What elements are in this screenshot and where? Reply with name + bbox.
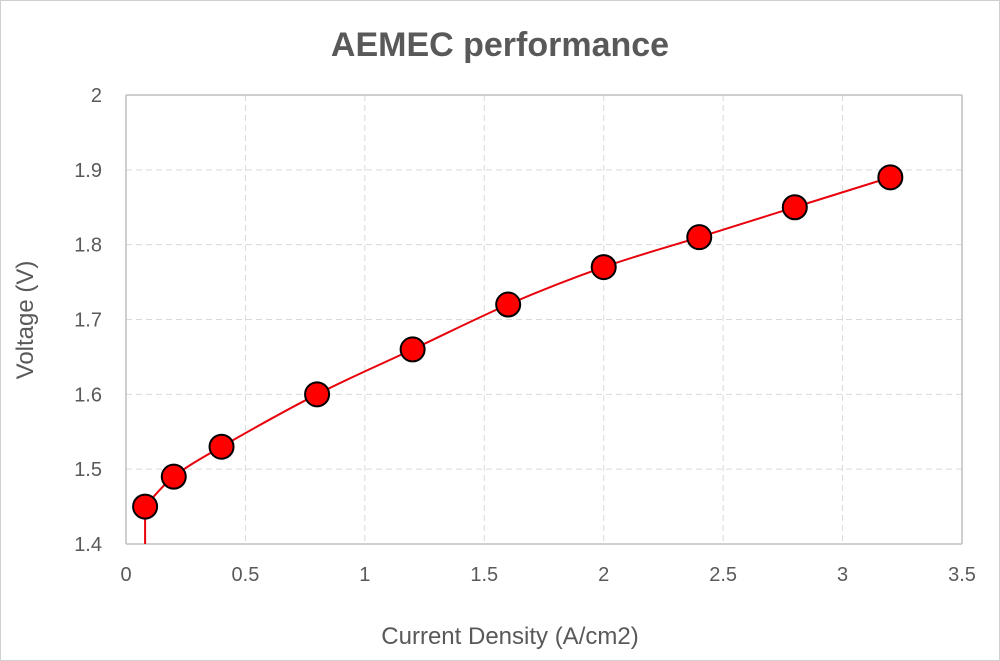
y-tick-label: 2 [91, 85, 102, 107]
x-tick-label: 1 [359, 564, 370, 586]
data-point [399, 336, 426, 363]
data-point [160, 463, 187, 490]
y-tick-label: 1.8 [74, 235, 102, 257]
data-point [304, 381, 331, 408]
data-point [686, 224, 713, 251]
x-tick-label: 0.5 [232, 564, 260, 586]
data-point [590, 254, 617, 281]
y-tick-label: 1.7 [74, 310, 102, 332]
grid [126, 94, 963, 544]
data-point [208, 433, 235, 460]
x-axis-label: Current Density (A/cm2) [381, 623, 638, 650]
y-tick-label: 1.5 [74, 459, 102, 481]
x-tick-label: 1.5 [470, 564, 498, 586]
y-tick-label: 1.4 [74, 534, 102, 556]
y-tick-label: 1.9 [74, 160, 102, 182]
data-point [781, 194, 808, 221]
series-line [144, 176, 891, 544]
chart-title: AEMEC performance [331, 26, 669, 64]
x-tick-label: 3.5 [948, 564, 976, 586]
y-axis-label: Voltage (V) [12, 261, 39, 380]
y-tick-label: 1.6 [74, 384, 102, 406]
data-point [877, 164, 904, 191]
x-tick-label: 2.5 [709, 564, 737, 586]
data-points [132, 164, 904, 520]
data-point [132, 493, 159, 520]
tick-labels: 0 0.5 1 1.5 2 2.5 3 3.5 1.4 1.5 1.6 1.7 1.8 1.9 2 [74, 85, 976, 586]
x-tick-label: 0 [120, 564, 131, 586]
data-point [495, 291, 522, 318]
x-tick-label: 3 [837, 564, 848, 586]
x-tick-label: 2 [598, 564, 609, 586]
axes [125, 94, 963, 545]
